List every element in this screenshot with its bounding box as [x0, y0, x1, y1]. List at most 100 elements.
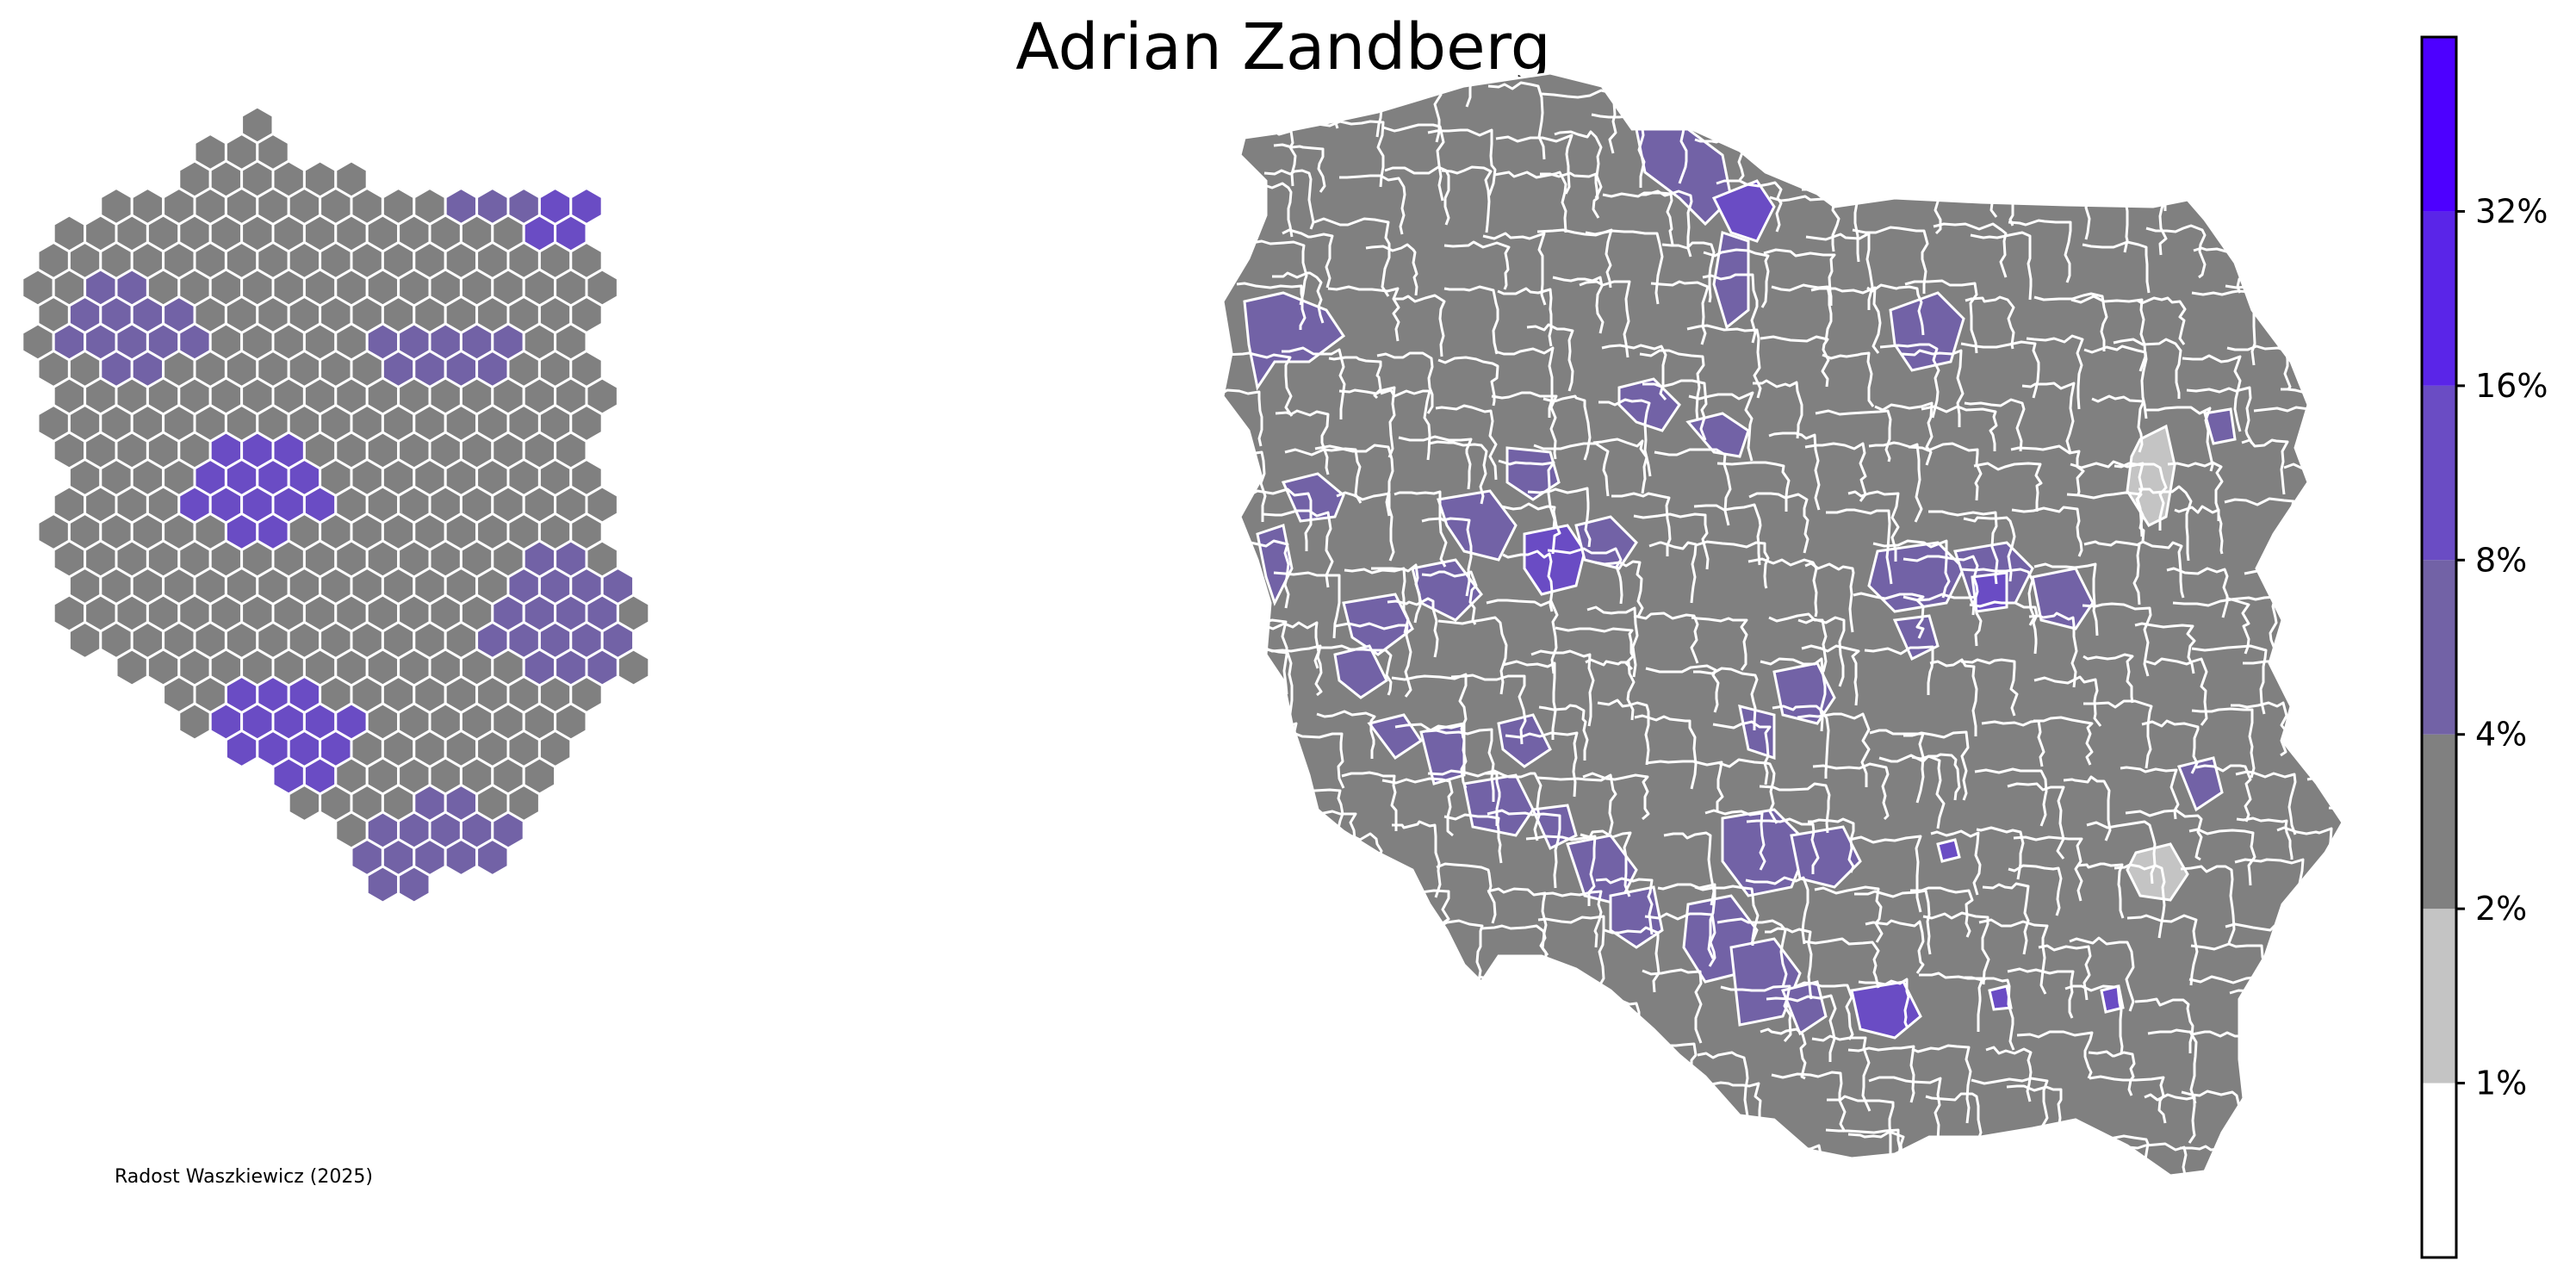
county-boundary [1387, 1134, 1460, 1176]
county-boundary [1486, 599, 1559, 674]
county-no-data [2126, 842, 2189, 902]
county-region [1281, 472, 1345, 523]
county-boundary [2076, 862, 2125, 919]
county-boundary [2011, 506, 2083, 557]
county-boundary [1435, 404, 1498, 481]
colorbar-bin [2422, 909, 2456, 1083]
county-boundary [1272, 271, 1325, 324]
county-boundary [1812, 762, 1890, 821]
county-boundary [2337, 323, 2343, 391]
county-boundary [1226, 1133, 1307, 1176]
county-boundary [2186, 386, 2254, 444]
county-boundary [1273, 571, 1341, 639]
county-boundary [1597, 698, 1650, 766]
hex-cell [397, 865, 431, 904]
county-boundary [1827, 1095, 1895, 1154]
county-boundary [1859, 127, 1920, 200]
county-boundary [1929, 658, 1978, 736]
county-boundary [2354, 67, 2420, 145]
colorbar-tick-label: 2% [2475, 890, 2527, 928]
county-region [2176, 756, 2224, 812]
county-boundary [1772, 705, 1830, 779]
county-boundary [2147, 1028, 2198, 1104]
county-boundary [1637, 1127, 1694, 1176]
county-boundary [1387, 597, 1439, 658]
county-boundary [1449, 1132, 1504, 1176]
county-boundary [1425, 73, 1474, 108]
colorbar-bin [2422, 37, 2456, 212]
county-boundary [2126, 914, 2199, 986]
county-boundary [1585, 229, 1664, 305]
county-boundary [1854, 889, 1932, 955]
county-boundary [2360, 677, 2414, 722]
county-boundary [1421, 570, 1478, 625]
county-boundary [2244, 1031, 2308, 1089]
colorbar-bin [2422, 560, 2456, 735]
county-boundary [1317, 120, 1385, 188]
county-boundary [2028, 612, 2078, 688]
county-boundary [1265, 644, 1323, 697]
county-boundary [1973, 462, 2043, 512]
county-boundary [1970, 231, 2033, 301]
county-boundary [1381, 1095, 1445, 1162]
county-boundary [2290, 119, 2339, 186]
county-boundary [2069, 936, 2135, 1012]
county-boundary [1654, 1095, 1723, 1159]
county-boundary [1441, 1037, 1492, 1091]
county-region [1936, 838, 1961, 863]
county-boundary [1223, 351, 1294, 417]
county-boundary [2331, 1148, 2343, 1176]
county-boundary [1495, 133, 1574, 195]
county-boundary [1547, 547, 1623, 605]
county-boundary [1904, 279, 1978, 354]
county-boundary [1872, 539, 1951, 599]
county-boundary [1716, 461, 1791, 512]
county-boundary [1693, 667, 1759, 730]
county-boundary [2114, 75, 2185, 147]
county-boundary [1745, 876, 1809, 945]
county-boundary [1525, 835, 1597, 906]
county-boundary [1864, 645, 1934, 695]
county-boundary [1394, 294, 1446, 357]
colorbar-bin [2422, 385, 2456, 561]
county-boundary [2120, 766, 2180, 820]
county-region [1721, 808, 1810, 897]
county-boundary [1960, 340, 2040, 399]
county-boundary [1847, 1130, 1905, 1176]
county-boundary [1382, 123, 1445, 202]
county-boundary [1804, 562, 1855, 633]
county-boundary [1540, 171, 1600, 219]
county-region [1342, 593, 1414, 656]
county-boundary [1915, 1142, 1968, 1176]
county-boundary [1982, 882, 2030, 955]
county-boundary [1428, 440, 1488, 505]
county-boundary [2013, 835, 2083, 902]
county-boundary [2188, 828, 2256, 886]
county-boundary [1848, 835, 1922, 913]
county-boundary [1437, 616, 1508, 695]
county-boundary [1443, 240, 1511, 290]
hex-cell [287, 783, 322, 823]
county-boundary [2286, 187, 2343, 233]
county-boundary [1441, 165, 1493, 233]
county-boundary [1903, 730, 1970, 801]
county-boundary [1661, 241, 1716, 303]
poland-outline [1221, 71, 2344, 1177]
county-boundary [1484, 769, 1542, 841]
county-boundary [1223, 979, 1263, 1052]
hex-cell [475, 837, 510, 878]
county-boundary [2284, 1041, 2339, 1096]
county-boundary [1371, 922, 1431, 998]
hex-cell [115, 648, 149, 687]
county-boundary [1365, 243, 1418, 296]
county-boundary [2033, 716, 2094, 766]
colorbar-tick-label: 1% [2475, 1065, 2527, 1102]
county-boundary [1974, 767, 2048, 827]
county-boundary [2064, 984, 2124, 1055]
county-boundary [1697, 1051, 1749, 1127]
county-boundary [1282, 346, 1346, 419]
colorbar-tick-label: 4% [2475, 716, 2527, 754]
county-boundary [1611, 1044, 1662, 1098]
county-boundary [1718, 758, 1778, 824]
county-boundary [2033, 562, 2099, 636]
